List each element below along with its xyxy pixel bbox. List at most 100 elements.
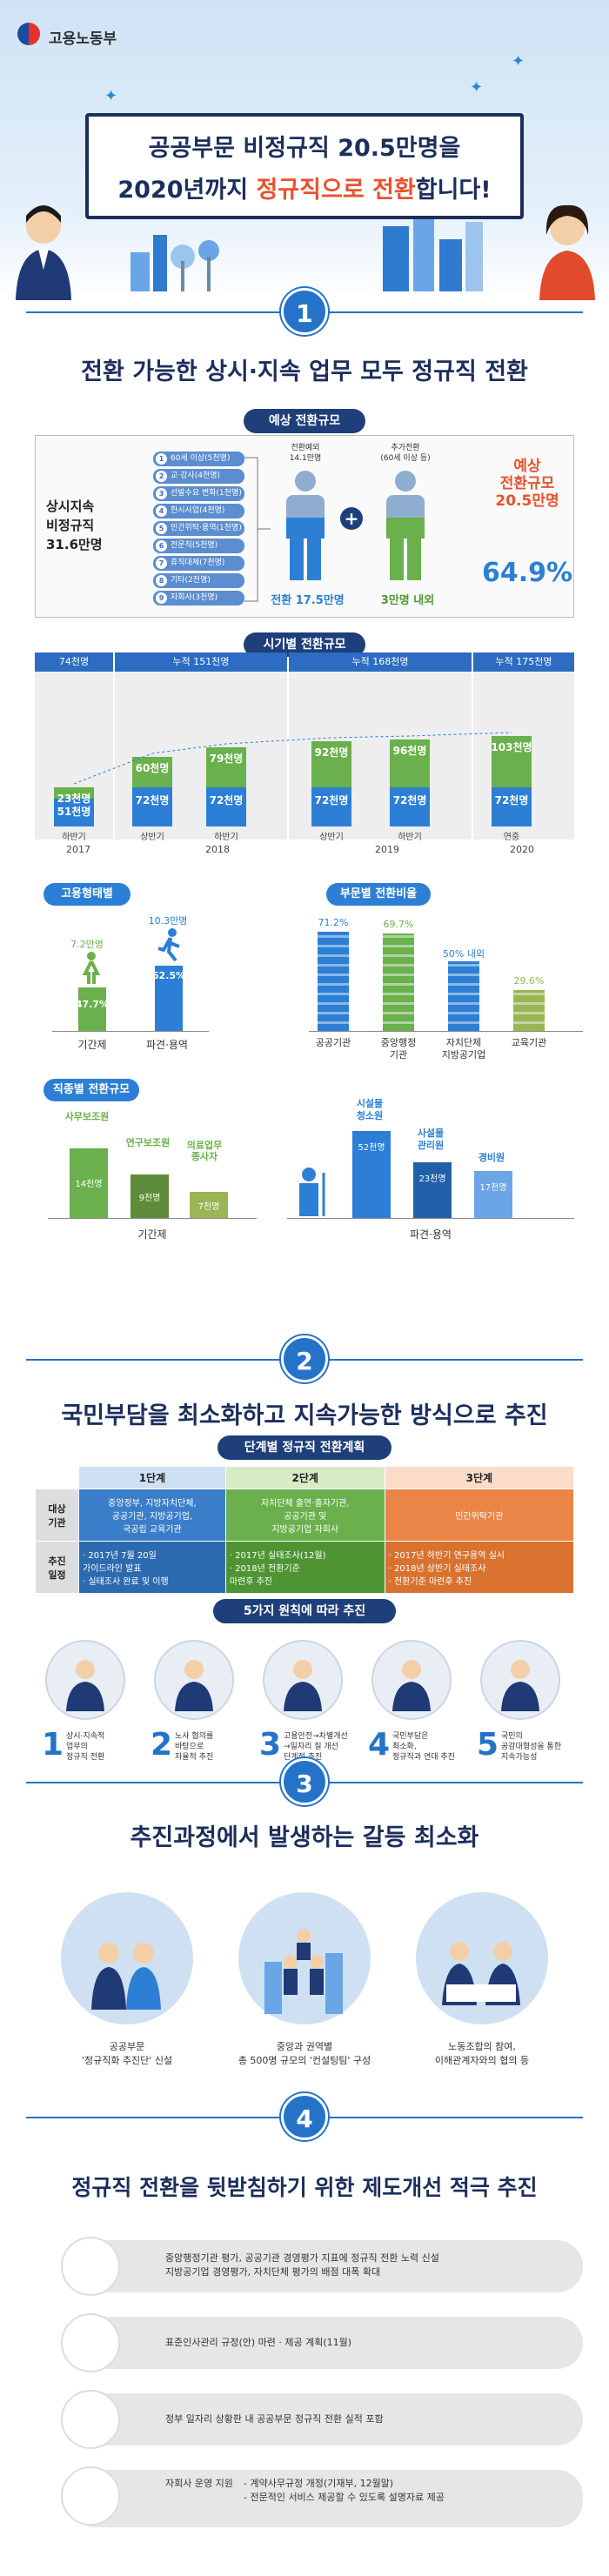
presentation-icon	[61, 2237, 120, 2296]
sector-label: 공공기관	[315, 1037, 351, 1048]
megaphone-icon	[61, 2313, 120, 2372]
timeline-period: 상반기	[319, 833, 344, 842]
cleaner-icon	[299, 1168, 325, 1216]
timeline-bar-label: 96천명	[392, 745, 427, 757]
category-item: 5 민간위탁·용역(1천명)	[153, 521, 244, 536]
person-icon	[175, 1660, 213, 1711]
timeline-bar-bottom	[206, 787, 246, 826]
principle-illustration	[263, 1640, 343, 1720]
expected-percent: 64.9%	[481, 558, 573, 588]
job-bar	[130, 1174, 169, 1218]
person-running-icon	[157, 928, 180, 962]
person-icon	[392, 1660, 431, 1711]
principle-illustration	[480, 1640, 560, 1720]
job-bar	[190, 1192, 228, 1218]
principle-number: 1	[42, 1727, 64, 1763]
person-icon	[501, 1660, 539, 1711]
employment-bar	[155, 966, 183, 1031]
person-icon	[284, 1660, 322, 1711]
timeline-bar-bottom	[492, 787, 532, 826]
principle-number: 3	[259, 1727, 282, 1763]
section-title: 국민부담을 최소화하고 지속가능한 방식으로 추진	[61, 1402, 548, 1429]
main-title-line2: 2020년까지 정규직으로 전환합니다!	[117, 177, 492, 204]
bracket-line	[244, 457, 271, 602]
principle-text: 고용안전→차별개선 →일자리 질 개선 단계적 추진	[284, 1732, 348, 1762]
man-illustration	[16, 205, 71, 300]
timeline-bar-label: 60천명	[135, 762, 170, 774]
section-number: 3	[281, 1758, 328, 1805]
timeline-period: 하반기	[398, 833, 422, 842]
main-title-box: 공공부문 비정규직 20.5만명을 2020년까지 정규직으로 전환합니다!	[85, 113, 524, 219]
principle-text: 상시·지속적 업무의 정규직 전환	[66, 1732, 105, 1762]
job-bar	[70, 1148, 108, 1218]
timeline-bar-label: 72천명	[209, 794, 244, 806]
category-item: 6 전문직(5천명)	[153, 539, 244, 553]
timeline-bar-label: 103천명	[491, 741, 532, 753]
principle-number: 4	[368, 1727, 391, 1763]
timeline-bar-top	[54, 787, 94, 799]
timeline-bar-label: 72천명	[392, 794, 427, 806]
sector-building-bar	[448, 961, 479, 1031]
category-item: 4 한시사업(4천명)	[153, 504, 244, 519]
category-item: 3 선발수요 변화(1천명)	[153, 486, 244, 501]
principle-text: 국민의 공감대형성을 통한 지속가능성	[501, 1732, 562, 1762]
timeline-bar-bottom	[311, 787, 351, 826]
sector-ratio-value: 69.7%	[383, 919, 414, 930]
dashboard-icon	[61, 2390, 120, 2449]
category-item: 9 자회사(3천명)	[153, 591, 244, 606]
timeline-group-label: 74천명	[35, 652, 113, 672]
hero-banner: 고용노동부 ✦ ✦ ✦ 공공부문 비정규직 20.5만명을 2020년까지 정규…	[0, 0, 609, 300]
person-walking-icon	[82, 952, 101, 984]
timeline-bar-bottom	[390, 787, 430, 826]
sector-ratio-value: 50% 내외	[442, 948, 485, 960]
timeline-group-label: 누적 168천명	[289, 652, 472, 672]
plus-icon: +	[340, 507, 363, 530]
principle-text: 국민부담은 최소화, 정규직과 연대 추진	[392, 1732, 455, 1762]
timeline-bar-label: 51천명	[57, 806, 91, 818]
sector-building-bar	[383, 933, 414, 1031]
woman-illustration	[539, 204, 595, 300]
sector-ratio-value: 29.6%	[513, 975, 545, 987]
cumulative-trend-line	[73, 732, 512, 785]
timeline-bar-label: 72천명	[135, 794, 170, 806]
timeline-bar-label: 72천명	[314, 794, 349, 806]
expected-total: 예상 전환규모 20.5만명	[495, 458, 559, 510]
sector-label: 중앙행정 기관	[380, 1037, 417, 1061]
policy-row: 표준인사관리 규정(안) 마련 · 제공 계획(11월)	[61, 2313, 583, 2372]
timeline-period: 상반기	[140, 833, 164, 842]
sector-ratio-value: 71.2%	[318, 917, 349, 928]
section-title: 전환 가능한 상시·지속 업무 모두 정규직 전환	[81, 358, 528, 385]
timeline-bar-bottom	[54, 799, 94, 826]
team-icon	[61, 2466, 120, 2526]
timeline-group-label: 누적 175천명	[473, 652, 574, 672]
timeline-period: 하반기	[62, 833, 86, 842]
sector-label: 자치단체 지방공기업	[441, 1037, 486, 1061]
timeline-period: 하반기	[214, 833, 238, 842]
left-label: 상시지속 비정규직 31.6만명	[46, 498, 103, 552]
sector-ratio-head: 부문별 전환비율	[326, 883, 431, 906]
section-number: 4	[281, 2093, 328, 2140]
team-building-icon	[264, 1929, 343, 2014]
sector-building-bar	[513, 990, 545, 1031]
timeline-bar-top	[311, 741, 351, 787]
section-title: 추진과정에서 발생하는 갈등 최소화	[130, 1824, 479, 1851]
main-title-line1: 공공부문 비정규직 20.5만명을	[148, 135, 461, 162]
sector-label: 교육기관	[511, 1037, 547, 1048]
ministry-logo[interactable]: 고용노동부	[17, 23, 117, 48]
person-figure-blue	[286, 471, 325, 580]
policy-row: 중앙행정기관 평가, 공공기관 경영평가 지표에 정규직 전환 노력 신설 지방공…	[61, 2237, 583, 2296]
job-bar	[474, 1171, 512, 1218]
section-number: 1	[281, 288, 328, 335]
job-bar	[413, 1162, 452, 1218]
policy-row: 정부 일자리 상황판 내 공공부문 정규직 전환 실적 포함	[61, 2390, 583, 2449]
union-meeting-illustration	[416, 1892, 548, 2024]
category-item: 1 60세 이상(5천명)	[153, 452, 244, 466]
principle-number: 5	[477, 1727, 499, 1763]
timeline-bar-label: 79천명	[209, 753, 244, 765]
timeline-bar-top	[390, 739, 430, 787]
stage-plan-pill: 단계별 정규직 전환계획	[218, 1435, 392, 1460]
expected-conversion-panel: 상시지속 비정규직 31.6만명 1 60세 이상(5천명) 2 교·강사(4천명)…	[35, 435, 574, 618]
employment-bar	[78, 987, 106, 1031]
principles-pill: 5가지 원칙에 따라 추진	[213, 1599, 396, 1623]
sparkle-icon: ✦	[512, 52, 525, 70]
